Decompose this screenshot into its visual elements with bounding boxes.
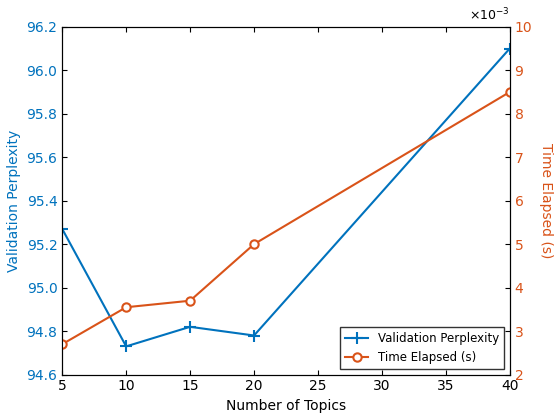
Validation Perplexity [186, 324, 193, 329]
Validation Perplexity [59, 226, 66, 231]
Time Elapsed (s) [506, 89, 513, 94]
X-axis label: Number of Topics: Number of Topics [226, 399, 346, 413]
Y-axis label: Time Elapsed (s): Time Elapsed (s) [539, 143, 553, 258]
Text: $\times10^{-3}$: $\times10^{-3}$ [469, 7, 510, 23]
Time Elapsed (s) [186, 298, 193, 303]
Validation Perplexity [251, 333, 258, 338]
Time Elapsed (s) [251, 241, 258, 247]
Line: Validation Perplexity: Validation Perplexity [56, 42, 516, 353]
Y-axis label: Validation Perplexity: Validation Perplexity [7, 130, 21, 272]
Time Elapsed (s) [59, 342, 66, 347]
Validation Perplexity [123, 344, 129, 349]
Time Elapsed (s) [123, 305, 129, 310]
Legend: Validation Perplexity, Time Elapsed (s): Validation Perplexity, Time Elapsed (s) [340, 327, 504, 369]
Line: Time Elapsed (s): Time Elapsed (s) [58, 88, 514, 348]
Validation Perplexity [506, 46, 513, 51]
